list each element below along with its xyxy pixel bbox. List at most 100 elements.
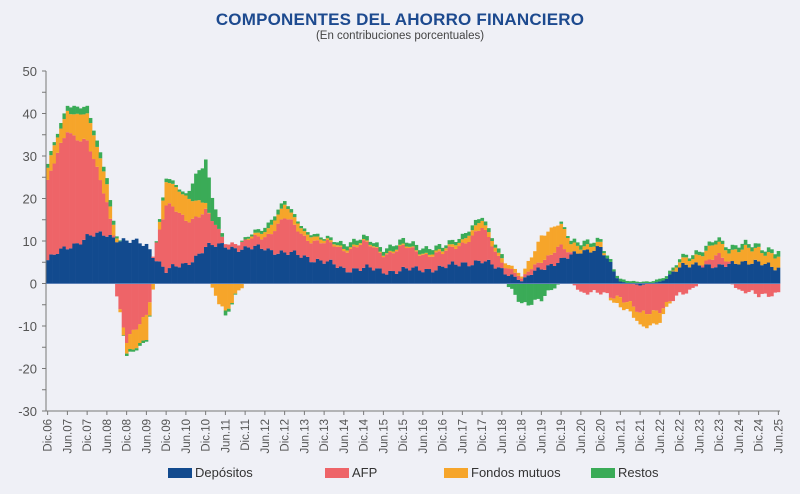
bar-depsitos <box>125 240 129 284</box>
bar-restos <box>605 255 610 259</box>
bar-depsitos <box>263 250 267 284</box>
bar-fondos-mutuos <box>654 310 659 325</box>
bar-restos <box>770 249 774 254</box>
bar-afp <box>306 240 310 257</box>
legend-item-fondos-mutuos: Fondos mutuos <box>444 465 561 480</box>
bar-fondos-mutuos <box>598 241 603 247</box>
bar-afp <box>556 246 560 263</box>
bar-afp <box>766 283 771 297</box>
bar-fondos-mutuos <box>733 249 738 264</box>
bar-fondos-mutuos <box>697 255 702 266</box>
bar-afp <box>408 248 412 271</box>
bar-depsitos <box>641 283 646 285</box>
bar-fondos-mutuos <box>691 259 695 265</box>
bar-afp <box>398 246 402 272</box>
bar-afp <box>352 246 356 269</box>
bar-afp <box>661 283 666 309</box>
bar-fondos-mutuos <box>266 228 271 234</box>
bar-depsitos <box>309 262 313 284</box>
bar-fondos-mutuos <box>111 224 116 236</box>
bar-restos <box>714 240 718 245</box>
bar-fondos-mutuos <box>358 243 363 245</box>
bar-depsitos <box>493 268 498 284</box>
bar-restos <box>747 244 751 248</box>
bar-depsitos <box>108 234 113 284</box>
bar-afp <box>638 285 643 313</box>
bar-restos <box>625 280 629 283</box>
bar-restos <box>483 221 488 226</box>
bar-depsitos <box>269 250 274 284</box>
bar-depsitos <box>391 271 396 284</box>
bar-afp <box>246 240 251 248</box>
bar-afp <box>312 240 317 263</box>
bar-depsitos <box>154 261 159 284</box>
bar-fondos-mutuos <box>184 195 188 221</box>
bar-depsitos <box>375 268 379 284</box>
x-tick-label: Jun.20 <box>576 419 588 454</box>
bar-restos <box>464 233 468 239</box>
bar-fondos-mutuos <box>401 243 406 245</box>
bar-afp <box>707 259 712 265</box>
bar-afp <box>753 283 758 294</box>
bar-restos <box>602 251 606 254</box>
bar-afp <box>417 255 422 271</box>
bar-restos <box>282 201 287 205</box>
bar-afp <box>750 283 754 291</box>
bar-afp <box>684 283 689 294</box>
bar-depsitos <box>770 266 774 284</box>
x-tick-label: Dic.17 <box>477 419 489 452</box>
bar-fondos-mutuos <box>622 302 626 311</box>
bar-depsitos <box>388 270 392 284</box>
bar-restos <box>608 259 613 262</box>
bar-fondos-mutuos <box>704 250 708 261</box>
bar-depsitos <box>210 245 215 284</box>
bar-depsitos <box>589 252 593 284</box>
bar-depsitos <box>704 264 708 284</box>
bar-afp <box>454 248 458 265</box>
bar-afp <box>111 235 116 238</box>
bar-depsitos <box>437 265 442 284</box>
bar-fondos-mutuos <box>536 241 541 263</box>
bar-restos <box>256 229 261 233</box>
bar-restos <box>727 248 731 254</box>
bar-afp <box>98 180 103 232</box>
bar-fondos-mutuos <box>727 253 731 262</box>
bar-afp <box>75 140 80 244</box>
bar-afp <box>78 141 83 245</box>
bar-depsitos <box>569 254 573 284</box>
bar-depsitos <box>615 278 620 284</box>
bar-fondos-mutuos <box>190 201 195 219</box>
bar-depsitos <box>747 264 751 284</box>
bar-afp <box>154 242 159 262</box>
bar-restos <box>177 189 182 192</box>
bar-depsitos <box>618 281 623 284</box>
bar-fondos-mutuos <box>569 244 573 253</box>
x-tick-label: Jun.25 <box>773 419 785 454</box>
bar-afp <box>536 262 541 268</box>
bar-restos <box>101 166 106 172</box>
bar-fondos-mutuos <box>55 137 60 153</box>
bar-depsitos <box>668 274 672 284</box>
bar-depsitos <box>562 257 567 284</box>
x-tick-label: Jun.24 <box>734 418 746 453</box>
bar-depsitos <box>454 264 458 284</box>
bar-afp <box>391 253 396 272</box>
bar-restos <box>273 216 277 221</box>
bar-afp <box>608 283 613 298</box>
bar-fondos-mutuos <box>233 283 238 294</box>
bar-afp <box>605 283 610 294</box>
bar-restos <box>631 280 636 284</box>
bar-restos <box>157 219 162 222</box>
bar-afp <box>681 283 685 295</box>
bar-depsitos <box>368 267 373 284</box>
bar-afp <box>157 229 162 262</box>
bar-restos <box>437 244 442 250</box>
bar-depsitos <box>575 253 580 284</box>
bar-depsitos <box>566 258 570 284</box>
bar-restos <box>82 106 86 115</box>
bar-fondos-mutuos <box>592 246 596 251</box>
bar-fondos-mutuos <box>236 283 241 291</box>
bar-restos <box>618 278 623 282</box>
bar-depsitos <box>65 249 70 284</box>
bar-depsitos <box>82 239 86 284</box>
